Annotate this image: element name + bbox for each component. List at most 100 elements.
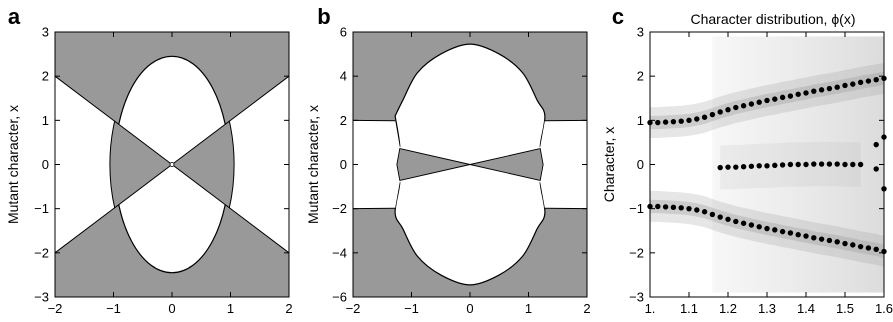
data-point: [772, 162, 778, 169]
y-tick-label: 0: [42, 157, 49, 172]
data-point: [748, 101, 755, 107]
data-point: [670, 118, 677, 125]
data-point: [873, 166, 879, 172]
y-tick-label: −6: [332, 290, 347, 305]
data-point: [740, 103, 747, 109]
data-point: [842, 82, 848, 89]
data-point: [779, 228, 786, 235]
x-tick-label: 1: [227, 301, 234, 316]
data-point: [850, 161, 856, 168]
data-point: [686, 117, 692, 124]
data-point: [709, 211, 716, 218]
data-point: [655, 119, 661, 126]
data-point: [764, 163, 770, 169]
data-point: [873, 141, 879, 148]
data-point: [694, 207, 700, 213]
y-tick-label: −1: [629, 201, 644, 216]
data-point: [756, 99, 762, 105]
data-point: [842, 161, 848, 168]
data-point: [873, 77, 879, 83]
boundary-line: [229, 207, 290, 254]
y-tick-label: −2: [629, 245, 644, 260]
panel-a-regions: [54, 32, 290, 297]
data-point: [779, 94, 786, 101]
y-tick-label: −4: [332, 245, 347, 260]
y-tick-label: 4: [340, 69, 347, 84]
data-point: [678, 205, 684, 211]
boundary-line: [54, 75, 115, 122]
x-tick-label: 1.: [645, 301, 656, 316]
data-point: [740, 220, 747, 226]
panel-c-points: [647, 75, 887, 255]
panel-letter-a: a: [8, 4, 21, 29]
data-point: [787, 230, 794, 236]
data-point: [834, 239, 840, 245]
data-point: [818, 161, 825, 167]
y-tick-label: −2: [34, 245, 49, 260]
x-tick-label: 2: [583, 301, 590, 316]
data-point: [740, 164, 747, 170]
y-axis-label: Mutant character, x: [305, 105, 321, 224]
data-point: [857, 161, 864, 168]
data-point: [670, 204, 677, 211]
data-point: [850, 81, 856, 87]
x-tick-label: −1: [404, 301, 419, 316]
x-tick-label: 0: [466, 301, 473, 316]
x-tick-label: 1.6: [875, 301, 893, 316]
x-axis-label: Resident morph means, x̄₁ = − x̄₂: [368, 320, 573, 322]
data-point: [803, 233, 809, 239]
data-point: [811, 235, 817, 241]
data-point: [686, 205, 692, 212]
x-tick-label: 1.1: [680, 301, 698, 316]
panel-b-regions: [352, 32, 588, 297]
x-axis-label: Width of resource distribution, η: [669, 320, 866, 322]
x-tick-label: 1.4: [797, 301, 815, 316]
data-point: [803, 90, 809, 96]
x-tick-label: 1: [525, 301, 532, 316]
invasion-wedge-left: [396, 148, 471, 181]
boundary-line: [229, 75, 290, 122]
x-tick-label: 0: [168, 301, 175, 316]
data-point: [733, 104, 739, 111]
data-point: [787, 93, 794, 99]
y-axis-label: Mutant character, x: [5, 105, 21, 224]
x-tick-label: −2: [48, 301, 63, 316]
y-tick-label: −2: [332, 201, 347, 216]
chart-title: Character distribution, ϕ(x): [690, 11, 855, 27]
x-tick-label: 2: [285, 301, 292, 316]
data-point: [748, 163, 755, 169]
data-point: [826, 85, 833, 92]
data-point: [709, 111, 716, 118]
data-point: [717, 109, 723, 115]
data-point: [873, 246, 879, 252]
data-point: [725, 107, 731, 113]
data-point: [818, 236, 825, 242]
data-point: [857, 243, 864, 250]
y-tick-label: 1: [637, 113, 644, 128]
y-tick-label: 0: [637, 157, 644, 172]
data-point: [834, 84, 840, 90]
y-tick-label: 2: [340, 113, 347, 128]
origin-marker: [169, 162, 175, 167]
x-tick-label: 1.3: [758, 301, 776, 316]
y-tick-label: −3: [629, 290, 644, 305]
data-point: [764, 97, 770, 104]
data-point: [764, 225, 770, 232]
y-tick-label: 3: [42, 25, 49, 40]
data-point: [795, 161, 801, 168]
x-tick-label: −2: [346, 301, 361, 316]
y-tick-label: −1: [34, 201, 49, 216]
x-axis-label: Resident morph means, x̄₁ = − x̄₂: [70, 320, 275, 322]
data-point: [717, 214, 723, 220]
x-tick-label: 1.5: [836, 301, 854, 316]
data-point: [787, 161, 794, 168]
data-point: [795, 91, 801, 97]
data-point: [865, 78, 872, 84]
data-point: [779, 162, 786, 168]
data-point: [826, 161, 833, 167]
data-point: [826, 237, 833, 244]
y-tick-label: 6: [340, 25, 347, 40]
data-point: [655, 203, 661, 210]
